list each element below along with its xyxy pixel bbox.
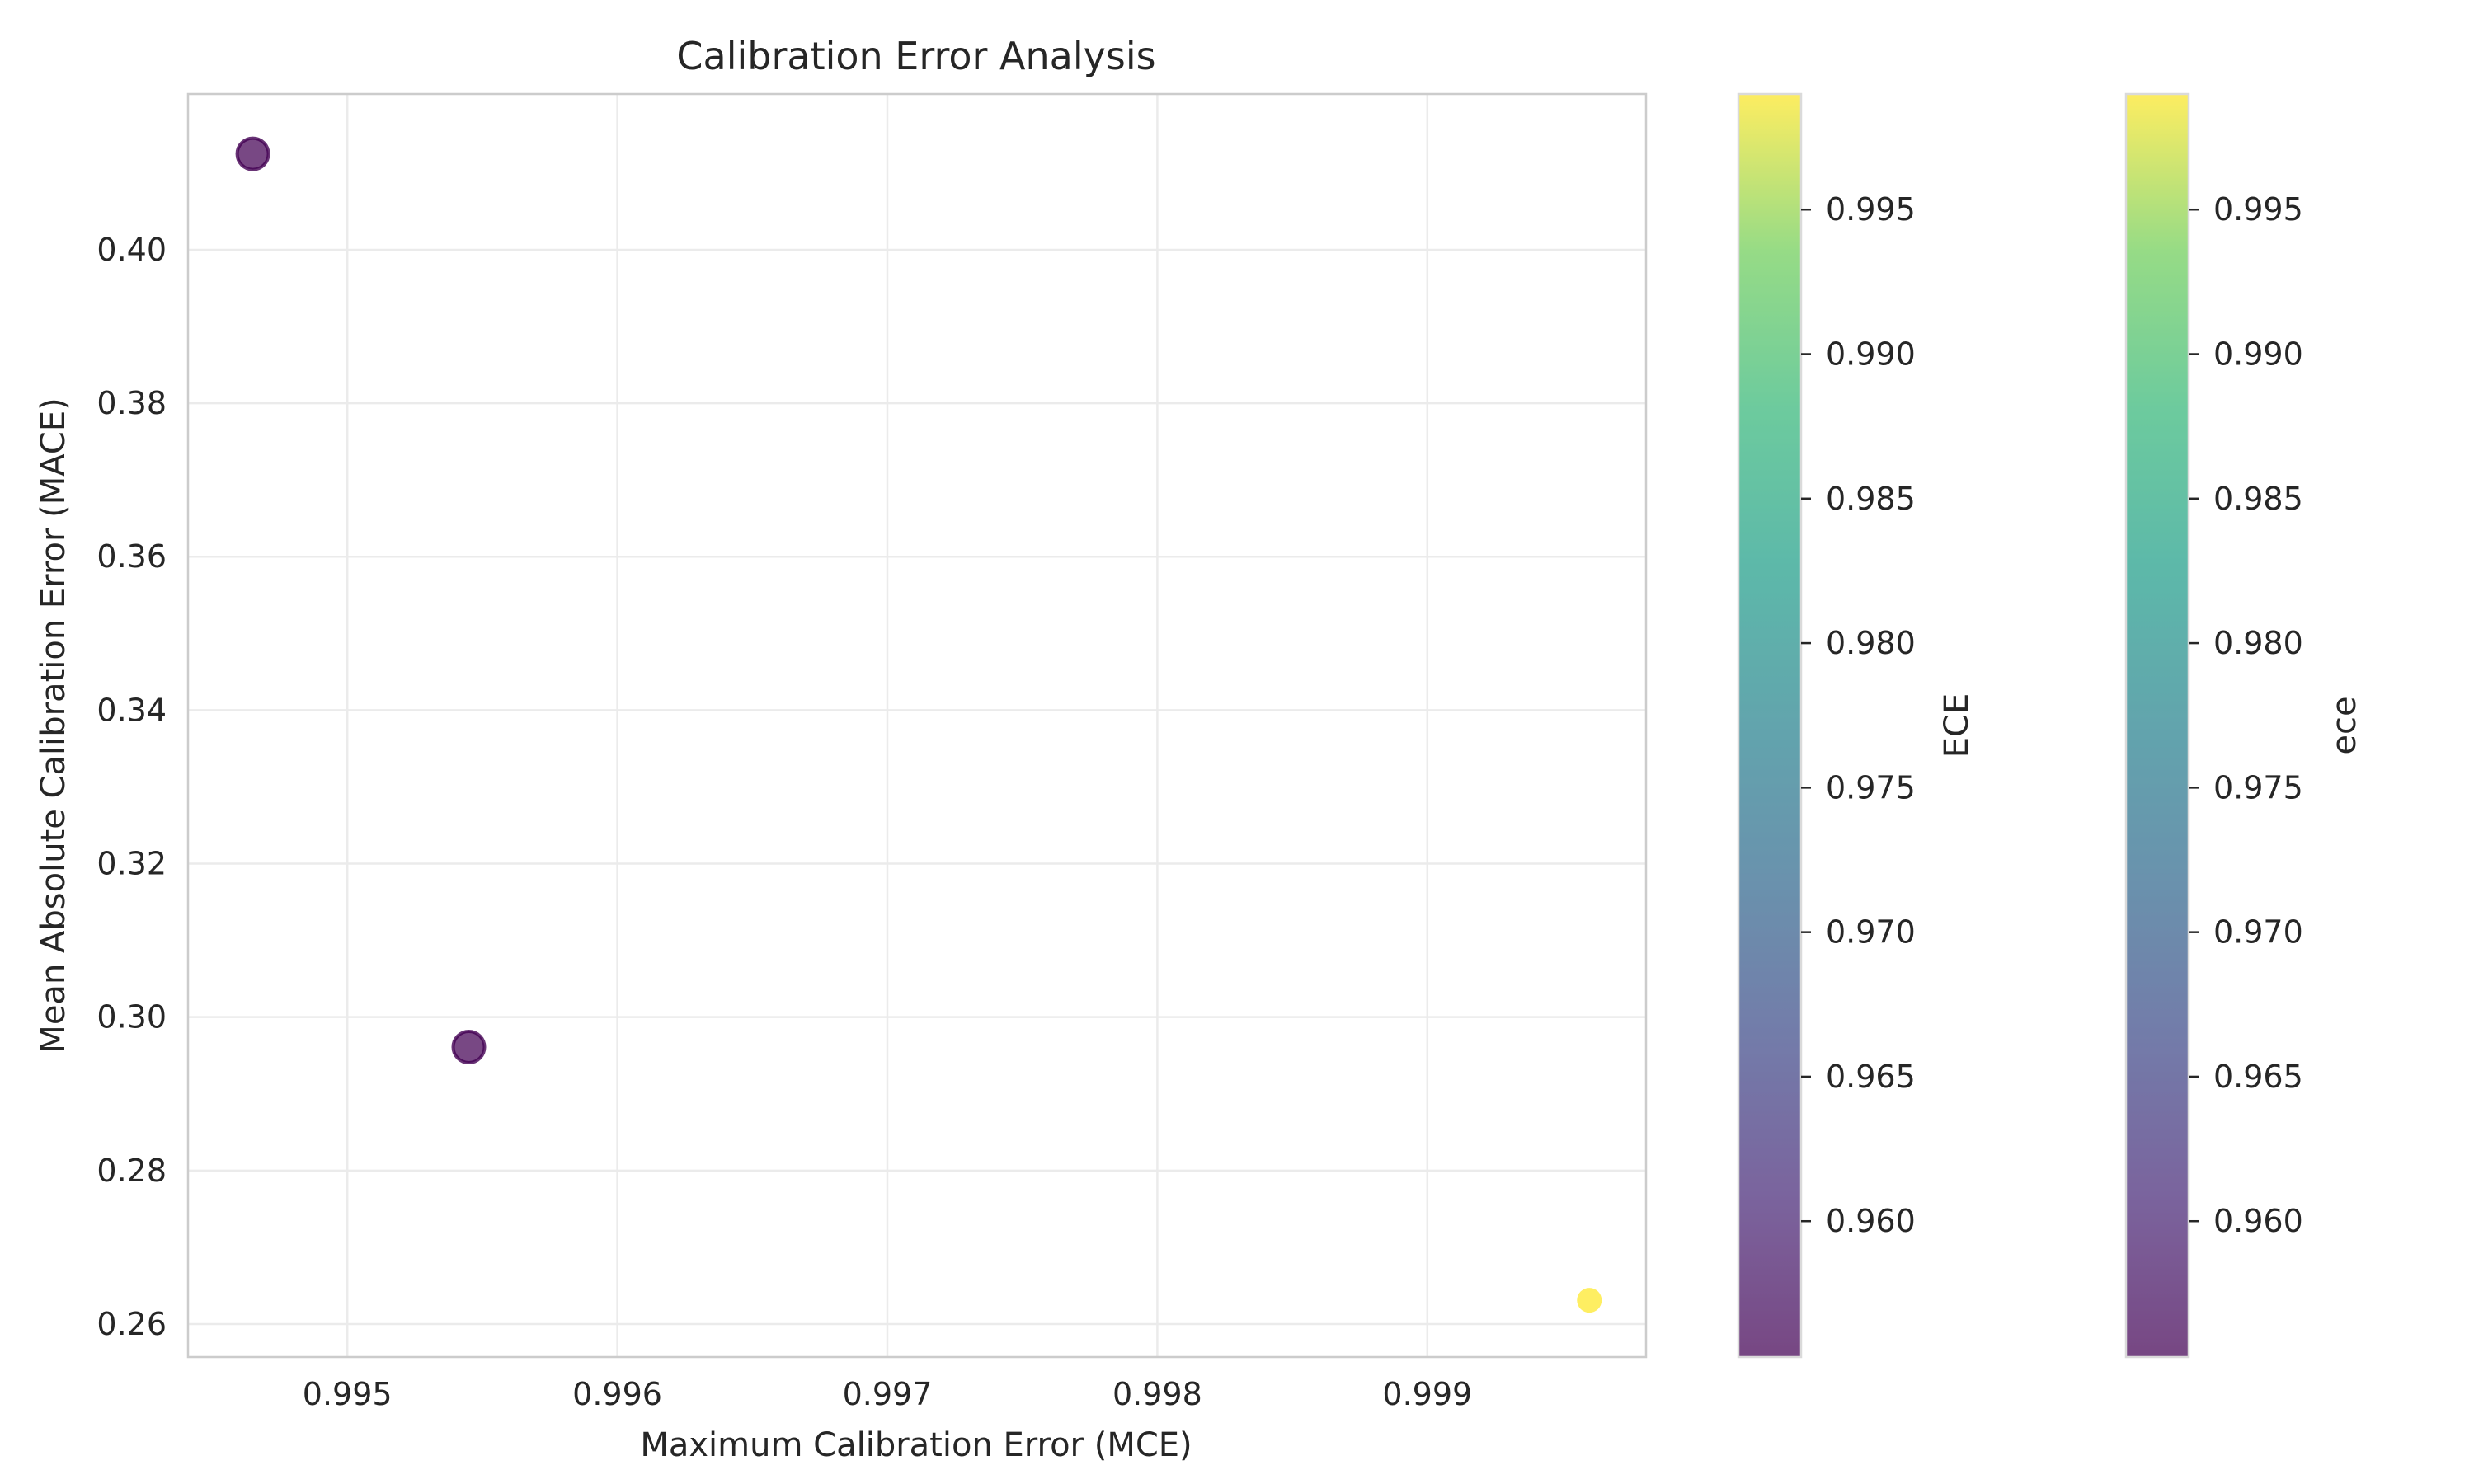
- colorbar-tick-label: 0.985: [2213, 481, 2303, 517]
- y-tick-label: 0.26: [96, 1306, 167, 1342]
- x-tick-label: 0.996: [572, 1376, 662, 1412]
- y-axis-ticks: 0.26 0.28 0.30 0.32 0.34 0.36 0.38 0.40: [96, 232, 167, 1342]
- colorbar-tick-label: 0.985: [1826, 481, 1916, 517]
- colorbar-gradient: [2124, 92, 2190, 1359]
- colorbar-tick-label: 0.975: [2213, 769, 2303, 805]
- y-tick-label: 0.32: [96, 846, 167, 882]
- chart-title: Calibration Error Analysis: [676, 34, 1155, 78]
- x-tick-label: 0.997: [843, 1376, 933, 1412]
- colorbar-ticks: 0.960 0.965 0.970 0.975 0.980 0.985 0.990 0.995: [2189, 191, 2303, 1239]
- x-tick-label: 0.998: [1112, 1376, 1202, 1412]
- colorbar-tick-label: 0.965: [2213, 1059, 2303, 1095]
- y-tick-label: 0.36: [96, 538, 167, 575]
- colorbar-tick-label: 0.965: [1826, 1059, 1916, 1095]
- colorbar-tick-label: 0.980: [2213, 625, 2303, 661]
- colorbar-tick-label: 0.960: [2213, 1203, 2303, 1239]
- plot-frame: [186, 92, 1648, 1359]
- y-tick-label: 0.28: [96, 1153, 167, 1189]
- colorbar-tick-label: 0.980: [1826, 625, 1916, 661]
- y-tick-label: 0.34: [96, 692, 167, 728]
- colorbar-tick-label: 0.970: [2213, 914, 2303, 951]
- colorbar-tick-label: 0.990: [1826, 336, 1916, 373]
- colorbar-tick-label: 0.995: [2213, 191, 2303, 228]
- scatter-points: [235, 136, 1602, 1313]
- colorbar-gradient: [1737, 92, 1803, 1359]
- y-axis-label: Mean Absolute Calibration Error (MACE): [35, 397, 73, 1053]
- scatter-point: [451, 1029, 487, 1064]
- colorbar-tick-label: 0.975: [1826, 769, 1916, 805]
- colorbar-label: ece: [2326, 696, 2363, 754]
- colorbar-tick-label: 0.970: [1826, 914, 1916, 951]
- x-axis-label: Maximum Calibration Error (MCE): [640, 1426, 1192, 1464]
- x-tick-label: 0.999: [1382, 1376, 1472, 1412]
- x-tick-label: 0.995: [303, 1376, 393, 1412]
- colorbar-label: ECE: [1938, 693, 1976, 758]
- scatter-point: [235, 136, 270, 171]
- colorbar-ece-lower: 0.960 0.965 0.970 0.975 0.980 0.985 0.990 0.995…: [2124, 92, 2363, 1359]
- y-tick-label: 0.38: [96, 385, 167, 421]
- colorbar-tick-label: 0.960: [1826, 1203, 1916, 1239]
- grid-lines: [188, 94, 1646, 1357]
- y-tick-label: 0.40: [96, 232, 167, 268]
- scatter-point: [1577, 1288, 1602, 1313]
- colorbar-tick-label: 0.990: [2213, 336, 2303, 373]
- x-axis-ticks: 0.995 0.996 0.997 0.998 0.999: [303, 1376, 1472, 1412]
- colorbar-tick-label: 0.995: [1826, 191, 1916, 228]
- y-tick-label: 0.30: [96, 999, 167, 1036]
- colorbar-ticks: 0.960 0.965 0.970 0.975 0.980 0.985 0.990 0.995: [1801, 191, 1916, 1239]
- colorbar-ece-upper: 0.960 0.965 0.970 0.975 0.980 0.985 0.990 0.995…: [1737, 92, 1976, 1359]
